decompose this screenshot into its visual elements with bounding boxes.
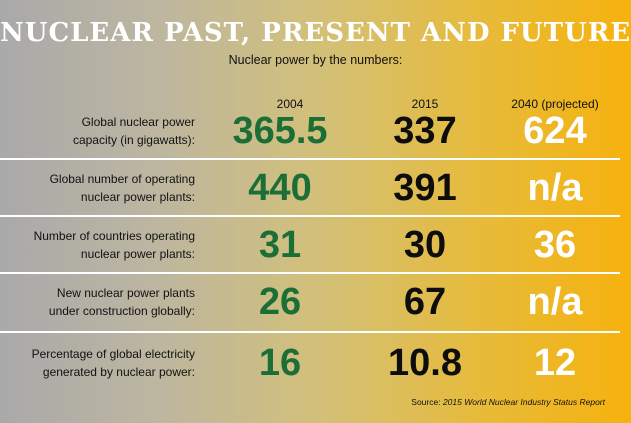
source-note: Source: 2015 World Nuclear Industry Stat… <box>411 397 605 407</box>
row-divider <box>0 215 620 217</box>
value-2004: 16 <box>258 342 302 384</box>
value-2004: 365.5 <box>232 110 328 152</box>
table-row-countries: Number of countries operating nuclear po… <box>0 217 631 273</box>
row-label-line2: under construction globally: <box>48 304 195 318</box>
row-divider <box>0 158 620 160</box>
row-label-line1: Percentage of global electricity <box>31 347 195 361</box>
row-label-line1: Global number of operating <box>49 172 195 186</box>
row-label-line2: generated by nuclear power: <box>42 365 195 379</box>
value-2040: 36 <box>533 224 577 266</box>
value-2015: 337 <box>393 110 457 152</box>
row-label-line2: nuclear power plants: <box>80 190 195 204</box>
column-header-2004: 2004 <box>276 97 304 111</box>
value-2015: 30 <box>403 224 447 266</box>
row-label-line2: nuclear power plants: <box>80 247 195 261</box>
subtitle: Nuclear power by the numbers: <box>228 53 403 67</box>
value-2015: 67 <box>403 281 447 323</box>
value-2040: 12 <box>533 342 577 384</box>
value-2040: n/a <box>527 167 583 209</box>
row-label: Global number of operating nuclear power… <box>10 170 195 206</box>
table-row-electricity-share: Percentage of global electricity generat… <box>0 335 631 391</box>
value-2004: 440 <box>248 167 312 209</box>
row-label: Number of countries operating nuclear po… <box>10 227 195 263</box>
source-text: 2015 World Nuclear Industry Status Repor… <box>442 397 605 407</box>
column-header-2015: 2015 <box>411 97 439 111</box>
value-2004: 31 <box>258 224 302 266</box>
table-row-operating-plants: Global number of operating nuclear power… <box>0 160 631 216</box>
value-2040: n/a <box>527 281 583 323</box>
row-label-line2: capacity (in gigawatts): <box>72 133 195 147</box>
row-label: Global nuclear power capacity (in gigawa… <box>10 113 195 149</box>
source-prefix: Source: <box>411 397 443 407</box>
row-label-line1: New nuclear power plants <box>56 286 195 300</box>
row-divider <box>0 331 620 333</box>
infographic-title: NUCLEAR PAST, PRESENT AND FUTURE <box>0 18 631 48</box>
row-label-line1: Number of countries operating <box>33 229 195 243</box>
value-2040: 624 <box>523 110 587 152</box>
row-label: New nuclear power plants under construct… <box>10 284 195 320</box>
row-label: Percentage of global electricity generat… <box>10 345 195 381</box>
table-row-capacity: Global nuclear power capacity (in gigawa… <box>0 103 631 159</box>
value-2015: 391 <box>393 167 457 209</box>
value-2004: 26 <box>258 281 302 323</box>
value-2015: 10.8 <box>388 342 462 384</box>
table-row-under-construction: New nuclear power plants under construct… <box>0 274 631 330</box>
row-divider <box>0 272 620 274</box>
row-label-line1: Global nuclear power <box>81 115 195 129</box>
column-header-2040: 2040 (projected) <box>511 97 599 111</box>
